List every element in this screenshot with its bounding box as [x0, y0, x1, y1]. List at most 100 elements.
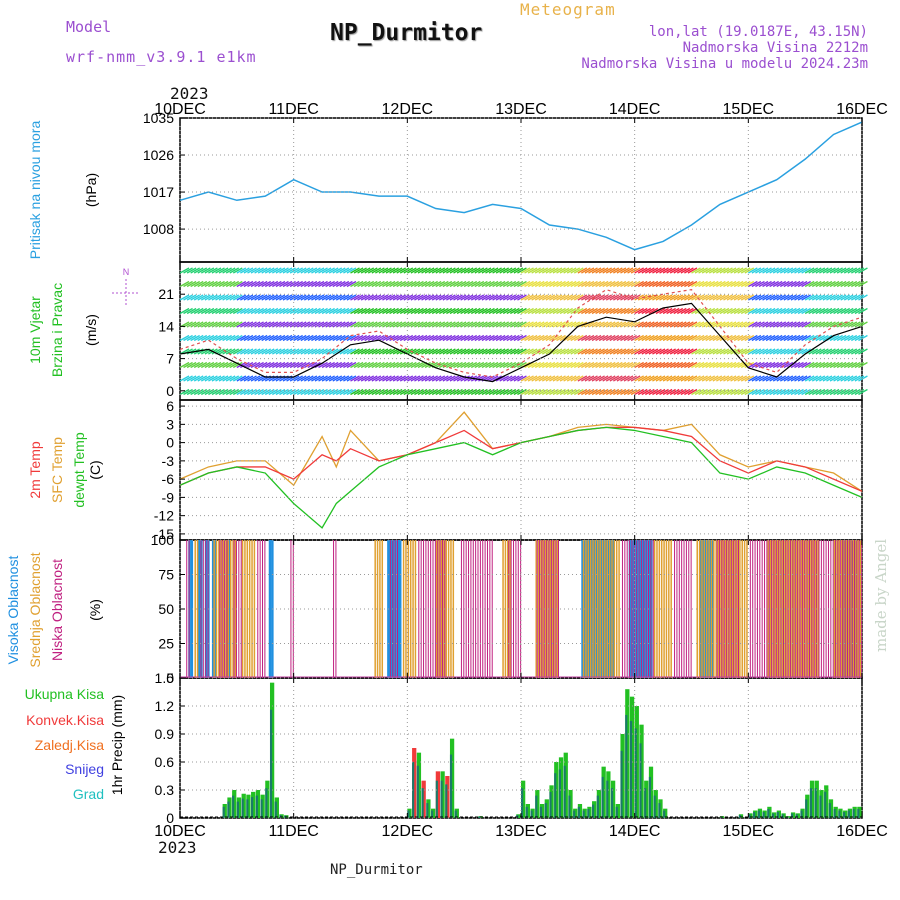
- wind-barb: [325, 375, 335, 382]
- wind-barb: [463, 361, 474, 369]
- wind-barb: [179, 280, 190, 288]
- wind-barb: [573, 348, 584, 355]
- wind-barb: [346, 294, 357, 301]
- wind-barb: [655, 334, 666, 342]
- wind-barb: [378, 388, 389, 396]
- wind-barb: [787, 334, 797, 342]
- wind-barb: [630, 361, 641, 369]
- wind-barb: [694, 334, 705, 342]
- wind-barb: [399, 361, 410, 369]
- wind-barb: [609, 361, 620, 369]
- precip-bar-overlay: [606, 780, 609, 818]
- wind-barb: [634, 388, 644, 396]
- wind-barb: [755, 361, 765, 369]
- wind-barb: [264, 334, 275, 342]
- wind-barb: [573, 294, 584, 301]
- wind-barb: [428, 294, 438, 301]
- precip-bar: [573, 808, 578, 818]
- y-tick-label: 0: [166, 383, 174, 399]
- wind-barb: [254, 267, 264, 274]
- wind-barb: [755, 388, 765, 396]
- wind-barb: [421, 388, 431, 396]
- wind-barb: [335, 361, 346, 369]
- wind-barb: [545, 294, 556, 301]
- wind-barb: [264, 361, 275, 369]
- wind-barb: [602, 307, 613, 315]
- wind-barb: [250, 294, 261, 301]
- y-tick-label: -9: [162, 489, 175, 505]
- wind-barb: [524, 307, 534, 315]
- wind-barb: [197, 307, 208, 315]
- y-tick-label: 0: [166, 670, 174, 686]
- wind-barb: [705, 294, 716, 301]
- wind-barb: [630, 334, 641, 342]
- wind-barb: [442, 375, 453, 382]
- wind-barb: [488, 280, 499, 288]
- wind-barb: [755, 348, 765, 355]
- wind-barbs: [179, 267, 868, 396]
- wind-barb: [666, 361, 676, 369]
- wind-barb: [748, 321, 758, 328]
- wind-barb: [190, 294, 200, 301]
- wind-barb: [499, 375, 510, 382]
- wind-barb: [541, 294, 552, 301]
- wind-barb: [296, 321, 307, 328]
- wind-barb: [275, 334, 286, 342]
- wind-barb: [389, 267, 399, 274]
- wind-barb: [513, 267, 524, 274]
- precip-bar: [592, 801, 597, 818]
- wind-barb: [293, 267, 303, 274]
- wind-barb: [243, 321, 254, 328]
- wind-barb: [218, 361, 229, 369]
- wind-barb: [385, 321, 396, 328]
- wind-barb: [488, 267, 499, 274]
- wind-barb: [446, 361, 456, 369]
- precip-bar-overlay: [753, 812, 756, 818]
- wind-barb: [197, 294, 208, 301]
- wind-barb: [350, 334, 360, 342]
- wind-barb: [304, 321, 314, 328]
- wind-barb: [787, 375, 797, 382]
- wind-barb: [534, 334, 545, 342]
- wind-barb: [492, 375, 502, 382]
- wind-barb: [474, 307, 485, 315]
- wind-barb: [407, 280, 417, 288]
- wind-barb: [492, 294, 502, 301]
- wind-barb: [414, 388, 424, 396]
- wind-barb: [534, 375, 545, 382]
- y-tick-label: -15: [154, 526, 174, 542]
- wind-barb: [510, 321, 520, 328]
- wind-barb: [499, 321, 510, 328]
- wind-barb: [826, 267, 836, 274]
- wind-barb: [453, 348, 463, 355]
- wind-barb: [382, 307, 392, 315]
- wind-barb: [712, 307, 723, 315]
- wind-barb: [655, 375, 666, 382]
- wind-barb: [737, 307, 747, 315]
- wind-barb: [481, 321, 492, 328]
- wind-barb: [669, 294, 680, 301]
- wind-barb: [662, 280, 673, 288]
- wind-barb: [751, 280, 762, 288]
- wind-barb: [797, 321, 808, 328]
- wind-barb: [613, 267, 623, 274]
- wind-barb: [598, 348, 609, 355]
- legend-snow: Snijeg: [65, 761, 104, 777]
- wind-barb: [541, 334, 552, 342]
- wind-barb: [762, 375, 772, 382]
- wind-barb: [694, 375, 705, 382]
- wind-barb: [421, 348, 431, 355]
- wind-barb: [684, 348, 694, 355]
- wind-barb: [215, 294, 225, 301]
- wind-barb: [225, 348, 236, 355]
- wind-barb: [215, 267, 225, 274]
- x-tick-label-top: 11DEC: [268, 101, 318, 118]
- x-tick-label-bottom: 12DEC: [382, 823, 434, 840]
- wind-barb: [552, 280, 563, 288]
- wind-barb: [456, 334, 467, 342]
- wind-barb: [520, 321, 531, 328]
- wind-barb: [833, 307, 843, 315]
- wind-barb: [858, 267, 868, 274]
- wind-barb: [769, 334, 779, 342]
- wind-barb: [268, 334, 279, 342]
